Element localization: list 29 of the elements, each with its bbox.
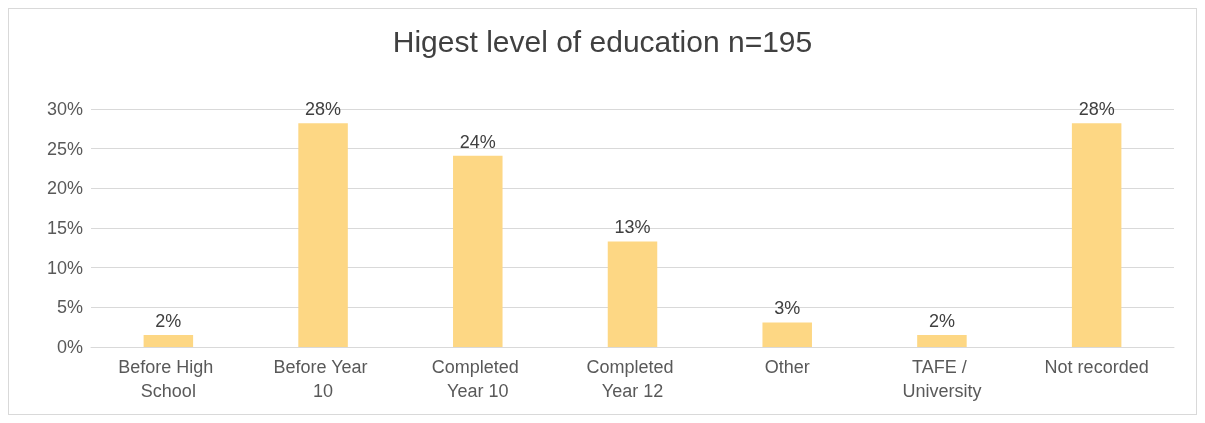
data-label: 28% — [1078, 99, 1115, 120]
chart-title: Higest level of education n=195 — [392, 24, 813, 58]
x-tick-label: Other — [764, 357, 810, 377]
y-tick-label: 0% — [56, 337, 83, 357]
data-label: 24% — [459, 131, 496, 152]
bar — [143, 335, 194, 347]
x-tick-label: Before High School — [118, 357, 219, 401]
data-label: 2% — [928, 311, 955, 332]
bar — [607, 241, 658, 347]
x-tick-label: Not recorded — [1044, 357, 1149, 377]
y-tick-label: 20% — [46, 178, 83, 199]
x-tick-label: Completed Year 12 — [586, 357, 679, 401]
x-tick-label: Completed Year 10 — [431, 357, 524, 401]
data-label: 13% — [614, 217, 651, 238]
bar — [1071, 123, 1122, 347]
x-tick-label: TAFE / University — [902, 357, 982, 401]
data-label: 3% — [774, 298, 801, 319]
bar — [917, 335, 967, 347]
y-tick-label: 30% — [46, 99, 83, 119]
bar — [453, 155, 503, 347]
y-tick-label: 10% — [46, 257, 83, 278]
bar — [298, 123, 348, 347]
y-tick-label: 15% — [46, 218, 83, 238]
x-tick-label: Before Year 10 — [273, 357, 373, 401]
y-tick-label: 5% — [56, 297, 83, 318]
y-tick-label: 25% — [46, 138, 83, 159]
data-label: 28% — [305, 99, 342, 120]
data-label: 2% — [155, 311, 182, 332]
bar — [762, 322, 812, 347]
